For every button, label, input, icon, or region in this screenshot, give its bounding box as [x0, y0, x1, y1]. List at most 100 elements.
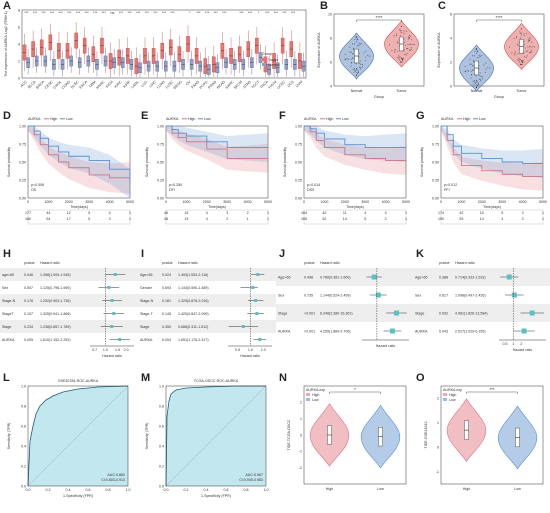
row-band [138, 294, 276, 307]
p-value: p=0.014 [307, 183, 320, 187]
data-point [470, 77, 472, 79]
data-point [514, 52, 516, 54]
risk-count: 2 [247, 211, 249, 215]
data-point [399, 30, 401, 32]
endpoint-label: OS [31, 188, 37, 192]
variable-name: Stage [415, 311, 424, 315]
survival-curve [304, 125, 406, 149]
data-point [532, 46, 534, 48]
data-point [517, 43, 519, 45]
data-point [394, 51, 396, 53]
p-value: 0.388 [439, 275, 448, 279]
y-tick-label: 4 [330, 84, 332, 88]
risk-table [303, 209, 407, 225]
data-point [476, 52, 478, 54]
data-point [352, 68, 354, 70]
data-point [351, 43, 354, 45]
y-axis-label: Survival probability [145, 147, 149, 177]
data-point [478, 65, 480, 67]
survival-curve [166, 125, 268, 159]
data-point [398, 59, 400, 61]
y-tick-label: 0.25 [295, 178, 302, 182]
data-point [401, 59, 404, 61]
y-tick-label: 1.00 [295, 124, 302, 128]
data-point [363, 52, 365, 54]
hazard-ratio-text: 1.252(0.903-1.736) [40, 299, 71, 303]
data-point [518, 57, 520, 59]
significance-bracket [476, 19, 522, 22]
risk-count: 1 [405, 211, 407, 215]
variable-name: Stage-T [140, 312, 154, 316]
p-value: 0.005 [24, 338, 33, 342]
panel-label: D [3, 110, 11, 122]
hr-marker [258, 338, 262, 341]
x-tick-label: 0.6 [86, 488, 91, 492]
hazard-ratio-text: 6.248(2.380-16.361) [320, 311, 353, 315]
x-tick-label: 5000 [402, 200, 410, 204]
panel-a: A The expression of AURKA Log2 (TPM+1) 0 2… [0, 0, 312, 105]
data-point [365, 50, 367, 52]
x-tick-label: UCEC [276, 80, 286, 90]
data-point [394, 49, 396, 51]
p-value: 0.507 [24, 286, 33, 290]
risk-count: 5 [88, 211, 90, 215]
data-point [533, 46, 536, 48]
x-tick-label: 0.8 [244, 488, 249, 492]
legend-label: High [312, 393, 319, 397]
plot-frame [303, 125, 407, 199]
significance-label: *** [214, 11, 219, 15]
significance-label: *** [41, 11, 46, 15]
data-point [356, 74, 358, 76]
risk-count: 1 [405, 217, 407, 221]
data-point [356, 38, 358, 40]
p-value: 0.043 [439, 329, 448, 333]
x-tick-label: UVM [295, 80, 303, 88]
data-point [356, 45, 358, 47]
y-tick-label: 0.4 [159, 444, 164, 448]
legend-title: AURKA [304, 117, 317, 121]
p-value: 0.498 [304, 275, 313, 279]
significance-label: *** [291, 11, 296, 15]
x-tick-label: STAD [242, 80, 252, 90]
data-point [397, 42, 399, 44]
x-axis-label: Hazard ratio [240, 354, 260, 358]
data-point [402, 57, 404, 59]
legend-label: Tumor [268, 58, 279, 62]
risk-count: 44 [46, 211, 50, 215]
boxplot-chart: The expression of AURKA Log2 (TPM+1) 0 2 4 6… [4, 8, 307, 90]
row-band [276, 268, 413, 286]
x-axis-label: Group [494, 95, 504, 99]
x-tick-label: BLCA [27, 79, 37, 89]
data-point [358, 56, 360, 58]
risk-count: 1 [267, 217, 269, 221]
data-point [354, 69, 356, 71]
variable-name: AURKA [140, 338, 153, 342]
data-point [369, 55, 371, 57]
risk-count: 14 [343, 217, 347, 221]
panel-label: I [141, 248, 145, 260]
legend-title: AURKA [28, 117, 41, 121]
x-tick-label: 0.5 [503, 342, 508, 346]
data-point [360, 68, 362, 70]
data-point [472, 70, 474, 72]
y-tick-label: 4 [450, 36, 452, 40]
data-point [529, 46, 531, 48]
y-axis-label: Survival probability [283, 147, 287, 177]
data-point [484, 71, 486, 73]
survival-curve [28, 125, 131, 186]
hr-marker [371, 274, 377, 280]
data-point [526, 50, 528, 52]
y-axis-label: Sensitivity (TPR) [145, 423, 149, 450]
data-point [471, 55, 474, 57]
significance-label: **** [375, 15, 382, 20]
x-tick-label: HNSC [95, 80, 105, 90]
column-header: Hazard ratio [178, 261, 198, 265]
risk-count: 12 [67, 211, 71, 215]
x-axis-label: 1-Specificity (FPR) [201, 494, 231, 498]
y-tick-label: 1 [300, 417, 302, 421]
plot-frame [453, 13, 545, 87]
significance-label: * [354, 387, 356, 392]
x-tick-label: 0 [165, 200, 167, 204]
x-tick-label: 4000 [382, 200, 390, 204]
